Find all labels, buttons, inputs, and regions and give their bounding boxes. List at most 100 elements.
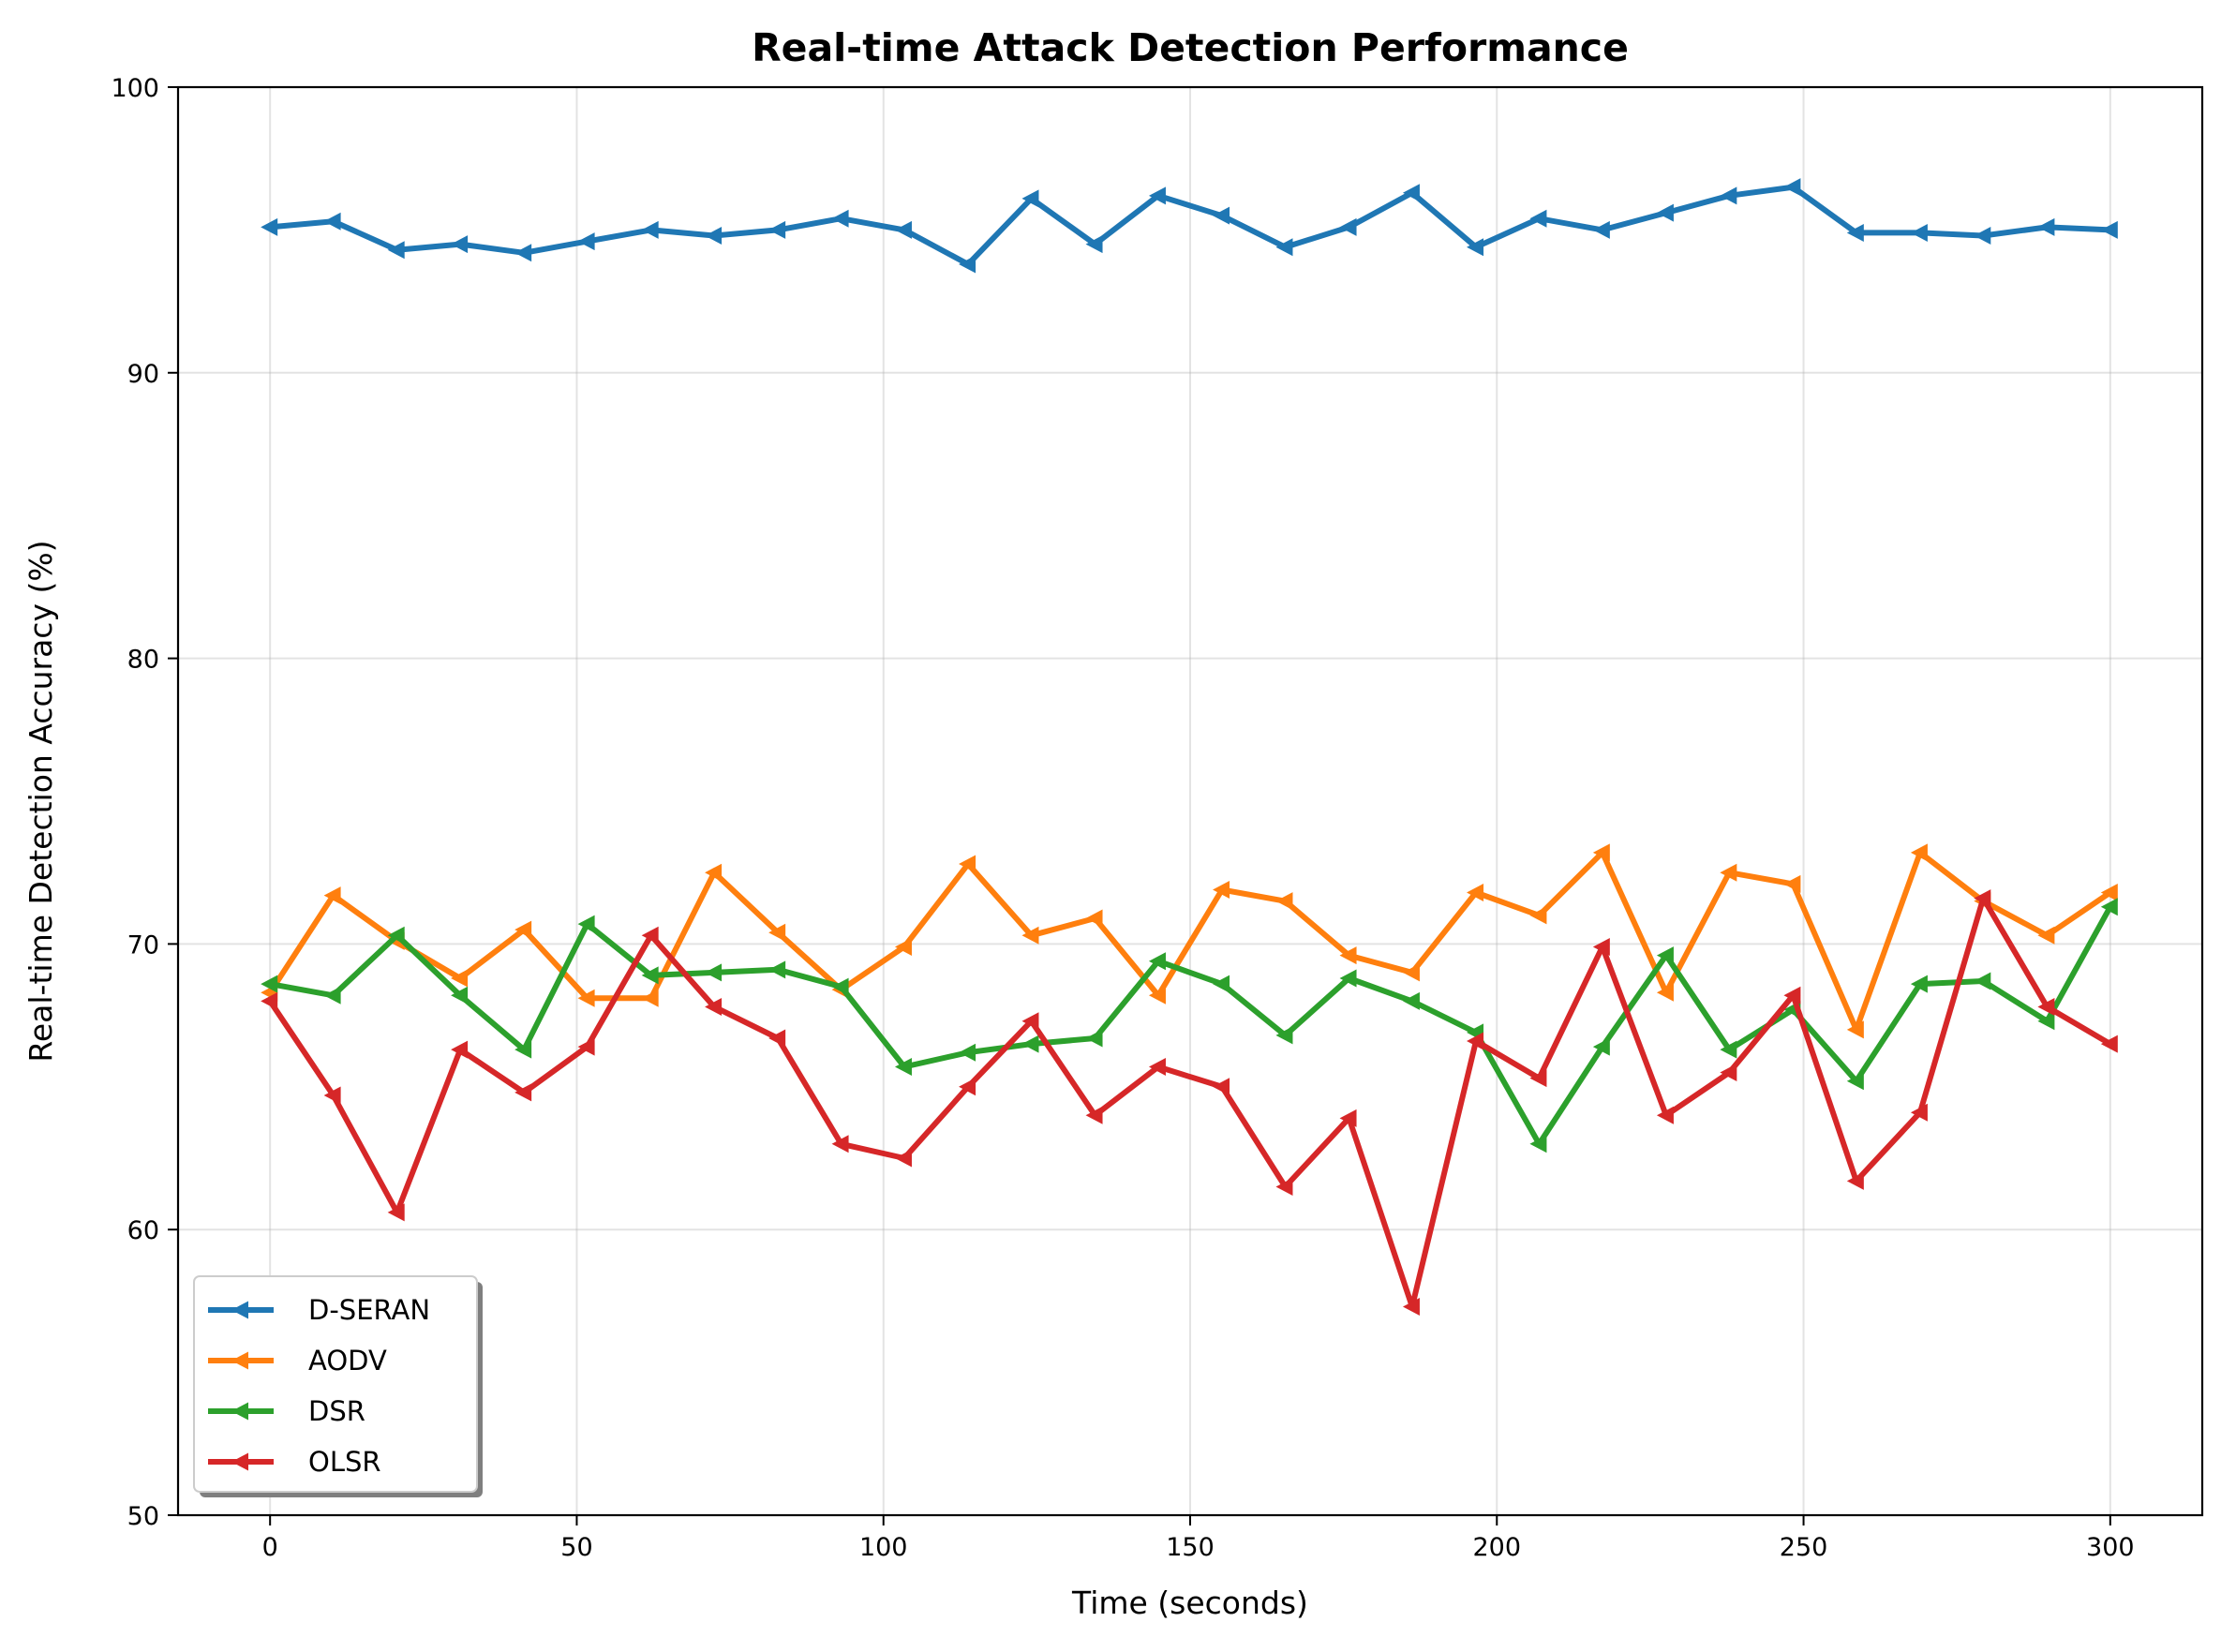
data-point-dsr — [894, 1057, 912, 1076]
data-point-aodv — [641, 989, 659, 1007]
y-tick-label: 60 — [127, 1216, 159, 1245]
data-point-olsr — [577, 1037, 595, 1056]
data-point-olsr — [1720, 1064, 1737, 1082]
data-point-dsr — [1021, 1034, 1039, 1053]
data-point-olsr — [1402, 1297, 1420, 1316]
data-point-dsr — [1339, 969, 1357, 988]
x-tick-label: 0 — [262, 1533, 278, 1562]
data-point-d-seran — [1910, 223, 1928, 242]
data-point-aodv — [577, 989, 595, 1007]
data-point-aodv — [1720, 863, 1737, 882]
data-point-aodv — [1085, 909, 1103, 928]
data-point-aodv — [2037, 926, 2055, 945]
data-point-d-seran — [831, 209, 849, 228]
data-point-dsr — [1085, 1029, 1103, 1048]
data-point-dsr — [1529, 1135, 1547, 1153]
data-point-olsr — [2100, 1034, 2118, 1053]
data-point-d-seran — [387, 241, 405, 260]
data-point-d-seran — [1783, 178, 1801, 197]
data-point-olsr — [1467, 1032, 1484, 1050]
data-point-d-seran — [705, 226, 723, 245]
data-point-dsr — [387, 926, 405, 945]
data-point-aodv — [705, 863, 723, 882]
series-line-aodv — [267, 849, 2112, 1033]
legend-label: D-SERAN — [308, 1294, 430, 1326]
series-d-seran — [261, 178, 2118, 274]
data-point-d-seran — [1339, 217, 1357, 236]
data-point-aodv — [1656, 983, 1674, 1002]
data-point-d-seran — [1085, 235, 1103, 254]
data-point-dsr — [1402, 991, 1420, 1010]
data-point-olsr — [894, 1149, 912, 1168]
data-point-d-seran — [959, 255, 976, 274]
data-point-dsr — [959, 1043, 976, 1062]
data-point-aodv — [959, 855, 976, 873]
data-point-d-seran — [1402, 184, 1420, 202]
data-point-dsr — [1846, 1072, 1864, 1091]
data-point-dsr — [1275, 1026, 1293, 1045]
data-point-olsr — [1148, 1057, 1166, 1076]
data-point-d-seran — [1148, 186, 1166, 205]
data-point-dsr — [261, 975, 278, 993]
data-point-d-seran — [1275, 238, 1293, 257]
data-point-aodv — [1021, 926, 1039, 945]
data-point-d-seran — [514, 244, 532, 262]
data-point-d-seran — [1467, 238, 1484, 257]
data-point-d-seran — [1021, 189, 1039, 208]
data-point-aodv — [768, 923, 786, 942]
data-point-aodv — [1467, 884, 1484, 902]
x-axis-ticks: 0 50 100 150 200 250 300 — [262, 1515, 2135, 1562]
x-tick-label: 150 — [1166, 1533, 1215, 1562]
data-point-aodv — [1339, 946, 1357, 965]
data-point-d-seran — [451, 235, 469, 254]
legend-label: DSR — [308, 1395, 365, 1427]
data-point-aodv — [1213, 880, 1230, 899]
data-point-dsr — [514, 1040, 532, 1059]
data-point-d-seran — [1974, 226, 1991, 245]
data-point-olsr — [323, 1086, 341, 1105]
data-point-dsr — [451, 986, 469, 1005]
data-point-aodv — [894, 937, 912, 956]
data-point-olsr — [1910, 1103, 1928, 1122]
data-point-olsr — [1592, 937, 1610, 956]
data-point-olsr — [1085, 1106, 1103, 1124]
data-point-olsr — [1974, 889, 1991, 908]
y-axis-label: Real-time Detection Accuracy (%) — [22, 540, 59, 1062]
data-point-d-seran — [323, 212, 341, 231]
x-tick-label: 50 — [560, 1533, 592, 1562]
legend-marker — [231, 1351, 248, 1370]
x-tick-label: 200 — [1472, 1533, 1521, 1562]
legend-item-aodv: AODV — [208, 1345, 387, 1377]
data-point-olsr — [959, 1078, 976, 1096]
series-layer — [261, 178, 2118, 1316]
data-point-olsr — [1213, 1078, 1230, 1096]
legend-item-olsr: OLSR — [208, 1446, 381, 1478]
data-point-dsr — [323, 986, 341, 1005]
data-point-olsr — [1656, 1106, 1674, 1124]
data-point-dsr — [1910, 975, 1928, 993]
data-point-aodv — [1148, 986, 1166, 1005]
data-point-aodv — [323, 886, 341, 905]
data-point-d-seran — [894, 220, 912, 239]
data-point-aodv — [1783, 874, 1801, 893]
data-point-aodv — [451, 969, 469, 988]
data-point-dsr — [705, 963, 723, 982]
data-point-d-seran — [261, 217, 278, 236]
data-point-aodv — [1529, 906, 1547, 925]
legend-marker — [231, 1452, 248, 1471]
data-point-d-seran — [2100, 220, 2118, 239]
data-point-olsr — [641, 926, 659, 945]
data-point-olsr — [768, 1029, 786, 1048]
data-point-dsr — [2037, 1012, 2055, 1031]
data-point-olsr — [261, 991, 278, 1010]
data-point-aodv — [1275, 892, 1293, 911]
y-tick-label: 100 — [111, 74, 159, 103]
data-point-olsr — [705, 997, 723, 1016]
data-point-olsr — [1783, 986, 1801, 1005]
y-tick-label: 80 — [127, 646, 159, 675]
data-point-dsr — [831, 977, 849, 996]
data-point-d-seran — [1656, 203, 1674, 222]
data-point-aodv — [514, 920, 532, 939]
legend-label: AODV — [308, 1345, 387, 1377]
